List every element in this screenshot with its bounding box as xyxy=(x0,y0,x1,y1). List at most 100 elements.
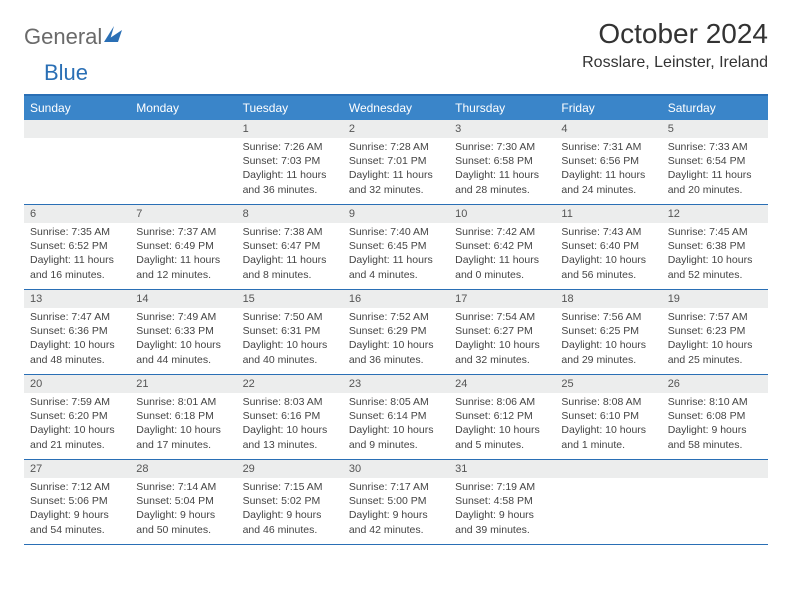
sunset-text: Sunset: 6:12 PM xyxy=(455,409,549,423)
sunrise-text: Sunrise: 8:06 AM xyxy=(455,395,549,409)
daylight-text: Daylight: 9 hours and 54 minutes. xyxy=(30,508,124,536)
sunrise-text: Sunrise: 7:33 AM xyxy=(668,140,762,154)
day-cell: 1Sunrise: 7:26 AMSunset: 7:03 PMDaylight… xyxy=(237,120,343,204)
sunrise-text: Sunrise: 7:15 AM xyxy=(243,480,337,494)
day-details: Sunrise: 7:52 AMSunset: 6:29 PMDaylight:… xyxy=(343,308,449,371)
sunset-text: Sunset: 5:02 PM xyxy=(243,494,337,508)
sunrise-text: Sunrise: 7:43 AM xyxy=(561,225,655,239)
sunset-text: Sunset: 5:04 PM xyxy=(136,494,230,508)
sunrise-text: Sunrise: 7:17 AM xyxy=(349,480,443,494)
sunset-text: Sunset: 6:33 PM xyxy=(136,324,230,338)
day-details: Sunrise: 7:42 AMSunset: 6:42 PMDaylight:… xyxy=(449,223,555,286)
sunset-text: Sunset: 6:52 PM xyxy=(30,239,124,253)
sunset-text: Sunset: 6:18 PM xyxy=(136,409,230,423)
day-number xyxy=(130,120,236,138)
sunset-text: Sunset: 6:23 PM xyxy=(668,324,762,338)
daylight-text: Daylight: 11 hours and 32 minutes. xyxy=(349,168,443,196)
sunset-text: Sunset: 6:42 PM xyxy=(455,239,549,253)
daylight-text: Daylight: 10 hours and 5 minutes. xyxy=(455,423,549,451)
empty-cell xyxy=(24,120,130,204)
day-cell: 20Sunrise: 7:59 AMSunset: 6:20 PMDayligh… xyxy=(24,375,130,459)
daylight-text: Daylight: 10 hours and 52 minutes. xyxy=(668,253,762,281)
day-number: 17 xyxy=(449,290,555,308)
sunset-text: Sunset: 6:14 PM xyxy=(349,409,443,423)
day-of-week-label: Saturday xyxy=(662,96,768,120)
sunrise-text: Sunrise: 7:54 AM xyxy=(455,310,549,324)
day-number: 21 xyxy=(130,375,236,393)
day-details: Sunrise: 8:05 AMSunset: 6:14 PMDaylight:… xyxy=(343,393,449,456)
daylight-text: Daylight: 11 hours and 12 minutes. xyxy=(136,253,230,281)
day-of-week-label: Wednesday xyxy=(343,96,449,120)
sunrise-text: Sunrise: 7:19 AM xyxy=(455,480,549,494)
logo-text-blue: Blue xyxy=(44,60,88,86)
month-title: October 2024 xyxy=(582,18,768,50)
sunset-text: Sunset: 4:58 PM xyxy=(455,494,549,508)
day-cell: 13Sunrise: 7:47 AMSunset: 6:36 PMDayligh… xyxy=(24,290,130,374)
sunrise-text: Sunrise: 7:28 AM xyxy=(349,140,443,154)
day-cell: 23Sunrise: 8:05 AMSunset: 6:14 PMDayligh… xyxy=(343,375,449,459)
day-of-week-label: Sunday xyxy=(24,96,130,120)
day-cell: 19Sunrise: 7:57 AMSunset: 6:23 PMDayligh… xyxy=(662,290,768,374)
day-cell: 2Sunrise: 7:28 AMSunset: 7:01 PMDaylight… xyxy=(343,120,449,204)
day-of-week-label: Thursday xyxy=(449,96,555,120)
day-details: Sunrise: 7:38 AMSunset: 6:47 PMDaylight:… xyxy=(237,223,343,286)
day-details: Sunrise: 7:35 AMSunset: 6:52 PMDaylight:… xyxy=(24,223,130,286)
day-number: 18 xyxy=(555,290,661,308)
day-cell: 15Sunrise: 7:50 AMSunset: 6:31 PMDayligh… xyxy=(237,290,343,374)
day-cell: 18Sunrise: 7:56 AMSunset: 6:25 PMDayligh… xyxy=(555,290,661,374)
day-cell: 21Sunrise: 8:01 AMSunset: 6:18 PMDayligh… xyxy=(130,375,236,459)
daylight-text: Daylight: 10 hours and 17 minutes. xyxy=(136,423,230,451)
sunset-text: Sunset: 6:54 PM xyxy=(668,154,762,168)
day-details: Sunrise: 7:14 AMSunset: 5:04 PMDaylight:… xyxy=(130,478,236,541)
day-details: Sunrise: 7:54 AMSunset: 6:27 PMDaylight:… xyxy=(449,308,555,371)
sunset-text: Sunset: 6:10 PM xyxy=(561,409,655,423)
day-number: 24 xyxy=(449,375,555,393)
daylight-text: Daylight: 10 hours and 21 minutes. xyxy=(30,423,124,451)
day-number: 14 xyxy=(130,290,236,308)
daylight-text: Daylight: 11 hours and 16 minutes. xyxy=(30,253,124,281)
day-number: 15 xyxy=(237,290,343,308)
day-details: Sunrise: 7:12 AMSunset: 5:06 PMDaylight:… xyxy=(24,478,130,541)
day-cell: 5Sunrise: 7:33 AMSunset: 6:54 PMDaylight… xyxy=(662,120,768,204)
empty-cell xyxy=(555,460,661,544)
daylight-text: Daylight: 11 hours and 0 minutes. xyxy=(455,253,549,281)
day-number xyxy=(662,460,768,478)
day-details: Sunrise: 7:57 AMSunset: 6:23 PMDaylight:… xyxy=(662,308,768,371)
day-details: Sunrise: 7:31 AMSunset: 6:56 PMDaylight:… xyxy=(555,138,661,201)
sunset-text: Sunset: 6:40 PM xyxy=(561,239,655,253)
day-number: 11 xyxy=(555,205,661,223)
day-of-week-label: Monday xyxy=(130,96,236,120)
week-row: 1Sunrise: 7:26 AMSunset: 7:03 PMDaylight… xyxy=(24,120,768,205)
day-details: Sunrise: 8:06 AMSunset: 6:12 PMDaylight:… xyxy=(449,393,555,456)
daylight-text: Daylight: 10 hours and 40 minutes. xyxy=(243,338,337,366)
daylight-text: Daylight: 10 hours and 36 minutes. xyxy=(349,338,443,366)
day-number: 20 xyxy=(24,375,130,393)
day-cell: 12Sunrise: 7:45 AMSunset: 6:38 PMDayligh… xyxy=(662,205,768,289)
day-details: Sunrise: 7:33 AMSunset: 6:54 PMDaylight:… xyxy=(662,138,768,201)
day-details: Sunrise: 7:15 AMSunset: 5:02 PMDaylight:… xyxy=(237,478,343,541)
daylight-text: Daylight: 10 hours and 1 minute. xyxy=(561,423,655,451)
day-number: 9 xyxy=(343,205,449,223)
day-cell: 29Sunrise: 7:15 AMSunset: 5:02 PMDayligh… xyxy=(237,460,343,544)
day-cell: 7Sunrise: 7:37 AMSunset: 6:49 PMDaylight… xyxy=(130,205,236,289)
sunset-text: Sunset: 6:47 PM xyxy=(243,239,337,253)
day-details: Sunrise: 7:37 AMSunset: 6:49 PMDaylight:… xyxy=(130,223,236,286)
sunrise-text: Sunrise: 7:57 AM xyxy=(668,310,762,324)
daylight-text: Daylight: 9 hours and 42 minutes. xyxy=(349,508,443,536)
sunset-text: Sunset: 6:56 PM xyxy=(561,154,655,168)
sunrise-text: Sunrise: 7:42 AM xyxy=(455,225,549,239)
day-cell: 3Sunrise: 7:30 AMSunset: 6:58 PMDaylight… xyxy=(449,120,555,204)
logo-text-general: General xyxy=(24,24,102,50)
daylight-text: Daylight: 11 hours and 4 minutes. xyxy=(349,253,443,281)
day-details: Sunrise: 7:19 AMSunset: 4:58 PMDaylight:… xyxy=(449,478,555,541)
week-row: 13Sunrise: 7:47 AMSunset: 6:36 PMDayligh… xyxy=(24,290,768,375)
day-number: 22 xyxy=(237,375,343,393)
sunrise-text: Sunrise: 8:08 AM xyxy=(561,395,655,409)
sunrise-text: Sunrise: 7:37 AM xyxy=(136,225,230,239)
day-number: 2 xyxy=(343,120,449,138)
sunset-text: Sunset: 6:49 PM xyxy=(136,239,230,253)
sunrise-text: Sunrise: 7:14 AM xyxy=(136,480,230,494)
sunrise-text: Sunrise: 7:40 AM xyxy=(349,225,443,239)
daylight-text: Daylight: 11 hours and 24 minutes. xyxy=(561,168,655,196)
logo-flag-icon xyxy=(104,26,126,49)
